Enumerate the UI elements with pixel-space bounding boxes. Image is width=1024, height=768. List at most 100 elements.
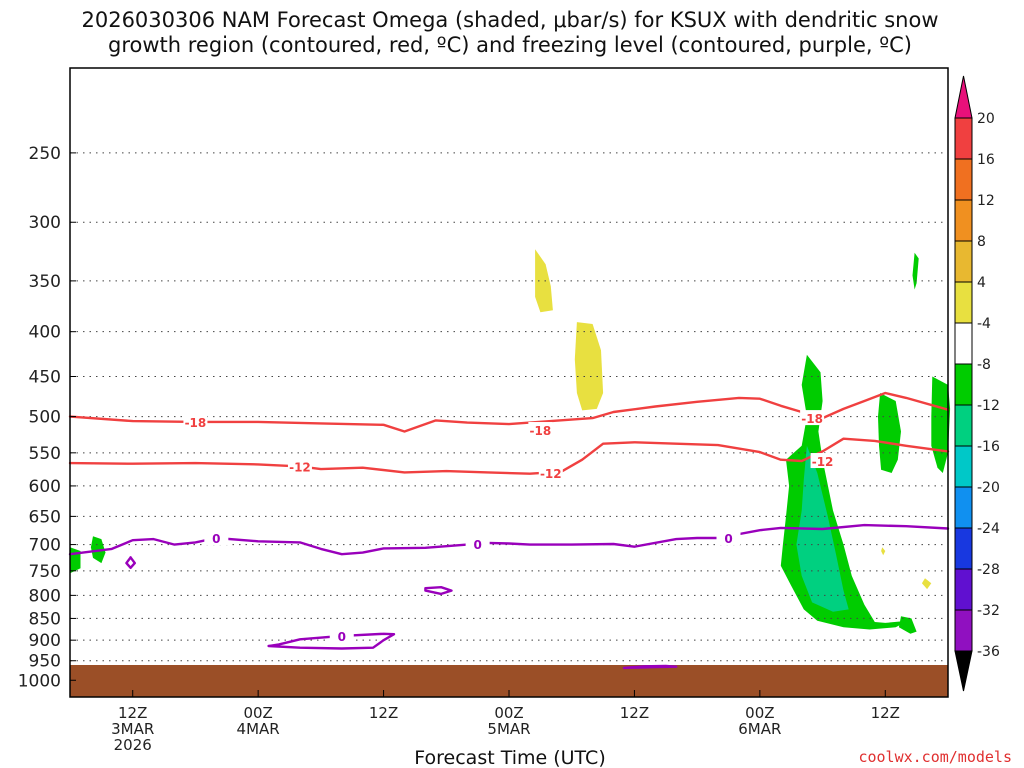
x-tick-label-1-0: 00Z <box>243 704 272 722</box>
y-tick-label-800: 800 <box>29 586 61 606</box>
colorbar-label-10: -20 <box>977 480 1000 496</box>
y-axis-ticks: 2503003504004505005506006507007508008509… <box>18 144 76 691</box>
contour-label-2-1: -12 <box>289 460 311 474</box>
x-tick-label-3-0: 00Z <box>494 704 523 722</box>
x-tick-label-5-1: 6MAR <box>738 720 781 738</box>
colorbar-label-2: 16 <box>977 152 995 168</box>
contour-label-bg-1-1 <box>183 413 208 429</box>
colorbar-label-3: 12 <box>977 193 995 209</box>
contour-label-bg-3-2 <box>465 536 490 552</box>
y-tick-label-900: 900 <box>29 631 61 651</box>
x-tick-label-6-0: 12Z <box>871 704 900 722</box>
colorbar-bin-13 <box>954 609 973 652</box>
colorbar-label-9: -16 <box>977 439 1000 455</box>
colorbar-label-6: -4 <box>977 316 991 332</box>
colorbar-label-11: -24 <box>977 521 1000 537</box>
colorbar-label-5: 4 <box>977 275 986 291</box>
colorbar-label-13: -32 <box>977 603 1000 619</box>
omega-region-5 <box>912 252 919 290</box>
y-tick-label-450: 450 <box>29 367 61 387</box>
y-tick-label-500: 500 <box>29 408 61 428</box>
y-tick-label-750: 750 <box>29 562 61 582</box>
x-tick-label-4-0: 12Z <box>620 704 649 722</box>
contour-label-bg-1-2 <box>528 422 553 438</box>
colorbar-bin-3 <box>954 199 973 242</box>
colorbar-label-1: 20 <box>977 111 995 127</box>
colorbar-bin-6 <box>954 322 973 365</box>
x-tick-label-2-0: 12Z <box>369 704 398 722</box>
contour-label-2-2: -12 <box>540 467 562 481</box>
colorbar-bin-1 <box>954 117 973 160</box>
omega-region-3 <box>780 354 909 630</box>
y-tick-label-1000: 1000 <box>18 671 61 691</box>
colorbar-bin-8 <box>954 404 973 447</box>
x-axis-label: Forecast Time (UTC) <box>414 747 605 768</box>
contour-label-bg-1-3 <box>800 410 825 426</box>
colorbar-label-8: -12 <box>977 398 1000 414</box>
colorbar-bin-11 <box>954 527 973 570</box>
x-tick-label-0-1: 3MAR <box>111 720 154 738</box>
chart-title-line-2: growth region (contoured, red, ºC) and f… <box>108 33 912 57</box>
x-tick-label-3-1: 5MAR <box>487 720 530 738</box>
y-tick-label-700: 700 <box>29 536 61 556</box>
omega-region-1 <box>535 249 553 313</box>
omega-region-12 <box>881 547 886 556</box>
x-tick-label-5-0: 00Z <box>745 704 774 722</box>
contour-line-5 <box>125 556 137 569</box>
y-tick-label-400: 400 <box>29 323 61 343</box>
contour-label-bg-2-2 <box>538 465 563 481</box>
colorbar-bottom-arrow <box>954 650 973 692</box>
contour-label-bg-3-1 <box>204 529 229 545</box>
contour-line-7 <box>622 664 678 670</box>
omega-region-6 <box>878 393 901 473</box>
y-tick-label-300: 300 <box>29 213 61 233</box>
y-tick-label-550: 550 <box>29 444 61 464</box>
colorbar-label-4: 8 <box>977 234 986 250</box>
contour-label-4-1: 0 <box>338 630 346 644</box>
contour-label-bg-2-1 <box>287 458 312 474</box>
colorbar-label-7: -8 <box>977 357 991 373</box>
contour-label-1-2: -18 <box>530 424 552 438</box>
contour-label-1-3: -18 <box>801 412 823 426</box>
colorbar-top-arrow <box>954 75 973 119</box>
y-tick-label-850: 850 <box>29 609 61 629</box>
x-tick-label-0-2: 2026 <box>114 736 152 754</box>
omega-region-8 <box>70 547 81 574</box>
colorbar-bin-12 <box>954 568 973 611</box>
y-tick-label-600: 600 <box>29 477 61 497</box>
colorbar-bin-9 <box>954 445 973 488</box>
y-tick-label-250: 250 <box>29 144 61 164</box>
x-tick-label-1-1: 4MAR <box>237 720 280 738</box>
omega-region-11 <box>921 578 932 590</box>
colorbar-bin-5 <box>954 281 973 324</box>
contour-line-1 <box>68 391 950 433</box>
colorbar-bin-7 <box>954 363 973 406</box>
colorbar-label-12: -28 <box>977 562 1000 578</box>
omega-region-2 <box>574 322 604 411</box>
colorbar-bin-2 <box>954 158 973 201</box>
y-tick-label-950: 950 <box>29 652 61 672</box>
credit-text: coolwx.com/models <box>858 748 1012 766</box>
y-tick-label-650: 650 <box>29 507 61 527</box>
colorbar: 20 16 12 8 4 -4 -8 -12 -16 -20 -24 -28 -32 -36 <box>954 75 1000 692</box>
colorbar-bin-10 <box>954 486 973 529</box>
contour-label-3-3: 0 <box>724 532 732 546</box>
contour-line-4 <box>267 632 396 650</box>
contour-label-3-2: 0 <box>473 538 481 552</box>
contour-line-6 <box>424 586 453 596</box>
colorbar-label-14: -36 <box>977 644 1000 660</box>
y-tick-label-350: 350 <box>29 272 61 292</box>
omega-shading-layer <box>70 249 951 634</box>
contour-label-2-3: -12 <box>812 455 834 469</box>
x-tick-label-0-0: 12Z <box>118 704 147 722</box>
temperature-contours: -18 -18 -18 -12 -12 -12 0 0 0 0 <box>68 391 950 670</box>
contour-label-bg-2-3 <box>810 453 835 469</box>
omega-region-10 <box>898 616 917 634</box>
colorbar-bin-4 <box>954 240 973 283</box>
contour-label-bg-3-3 <box>716 529 741 545</box>
contour-label-bg-4-1 <box>329 627 354 643</box>
contour-label-1-1: -18 <box>185 416 207 430</box>
contour-label-3-1: 0 <box>212 532 220 546</box>
